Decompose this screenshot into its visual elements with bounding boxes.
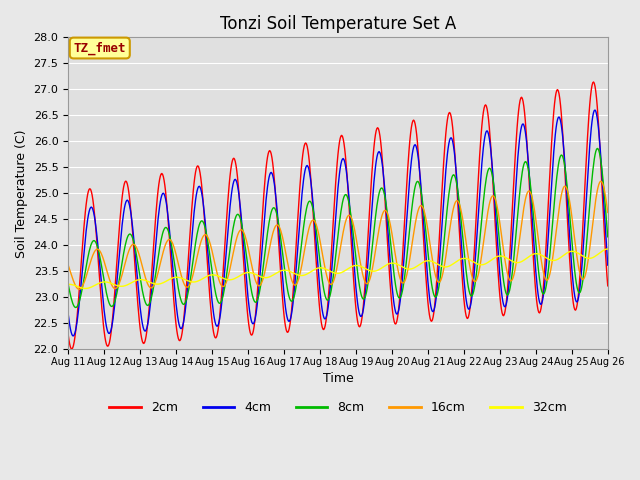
16cm: [383, 209, 390, 215]
8cm: [72, 305, 79, 311]
4cm: [383, 211, 390, 217]
2cm: [604, 283, 612, 289]
Line: 8cm: 8cm: [68, 148, 608, 308]
16cm: [436, 279, 444, 285]
8cm: [184, 293, 191, 299]
8cm: [604, 234, 612, 240]
2cm: [330, 203, 338, 208]
16cm: [604, 210, 612, 216]
2cm: [207, 303, 214, 309]
Title: Tonzi Soil Temperature Set A: Tonzi Soil Temperature Set A: [220, 15, 456, 33]
2cm: [555, 91, 563, 96]
Line: 16cm: 16cm: [68, 181, 608, 289]
Line: 4cm: 4cm: [68, 110, 608, 336]
16cm: [76, 287, 83, 292]
32cm: [604, 246, 612, 252]
16cm: [330, 276, 338, 282]
2cm: [184, 271, 191, 277]
32cm: [555, 256, 563, 262]
32cm: [81, 286, 89, 291]
32cm: [184, 278, 191, 284]
32cm: [436, 263, 444, 268]
32cm: [383, 262, 390, 268]
4cm: [64, 311, 72, 317]
16cm: [184, 284, 191, 290]
Line: 32cm: 32cm: [68, 249, 608, 288]
Text: TZ_fmet: TZ_fmet: [74, 41, 126, 55]
4cm: [184, 288, 191, 294]
2cm: [64, 332, 72, 337]
4cm: [70, 333, 77, 339]
4cm: [330, 233, 338, 239]
4cm: [555, 114, 563, 120]
16cm: [597, 179, 605, 184]
4cm: [436, 252, 444, 258]
8cm: [330, 266, 338, 272]
16cm: [207, 242, 214, 248]
16cm: [64, 262, 72, 268]
Y-axis label: Soil Temperature (C): Soil Temperature (C): [15, 129, 28, 258]
8cm: [555, 158, 563, 164]
8cm: [64, 281, 72, 287]
8cm: [383, 205, 390, 211]
2cm: [68, 346, 76, 352]
8cm: [436, 277, 444, 283]
4cm: [591, 107, 599, 113]
2cm: [383, 225, 390, 231]
16cm: [555, 206, 563, 212]
8cm: [593, 145, 601, 151]
32cm: [330, 270, 338, 276]
2cm: [589, 79, 597, 85]
32cm: [207, 272, 214, 278]
4cm: [604, 262, 612, 268]
4cm: [207, 282, 214, 288]
Line: 2cm: 2cm: [68, 82, 608, 349]
Legend: 2cm, 4cm, 8cm, 16cm, 32cm: 2cm, 4cm, 8cm, 16cm, 32cm: [104, 396, 572, 419]
8cm: [207, 258, 214, 264]
X-axis label: Time: Time: [323, 372, 353, 385]
2cm: [436, 226, 444, 231]
32cm: [64, 281, 72, 287]
